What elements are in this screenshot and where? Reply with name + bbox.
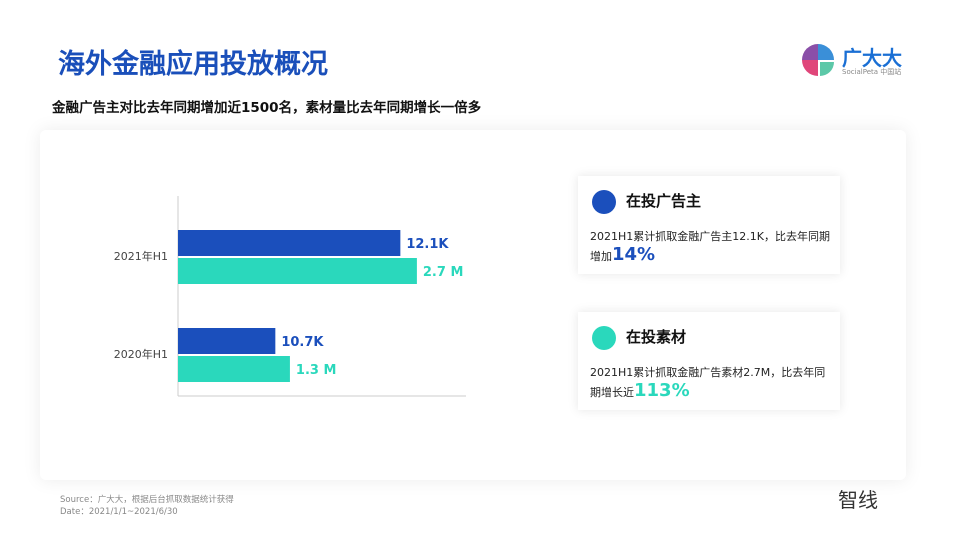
logo: 广大大 SocialPeta 中国站 <box>800 42 940 82</box>
data-label: 10.7K <box>281 335 324 350</box>
data-label: 1.3 M <box>296 363 337 378</box>
circle-icon <box>592 190 616 214</box>
card-text: 2021H1累计抓取金融广告主12.1K，比去年同期增加 <box>590 230 830 263</box>
card-text: 2021H1累计抓取金融广告素材2.7M，比去年同期增长近 <box>590 366 826 399</box>
page-subtitle: 金融广告主对比去年同期增加近1500名，素材量比去年同期增长一倍多 <box>52 100 482 116</box>
card-percent: 14% <box>612 244 656 265</box>
watermark: 智线 <box>838 488 878 512</box>
page-title: 海外金融应用投放概况 <box>58 49 328 80</box>
bar <box>178 230 401 256</box>
card-title: 在投广告主 <box>626 192 702 210</box>
category-label: 2021年H1 <box>114 249 168 263</box>
data-label: 12.1K <box>406 237 449 252</box>
card-percent: 113% <box>634 380 690 401</box>
bar <box>178 258 417 284</box>
bar <box>178 356 290 382</box>
circle-icon <box>592 326 616 350</box>
card-title: 在投素材 <box>626 328 687 346</box>
source-note: Source：广大大，根据后台抓取数据统计获得 Date：2021/1/1~202… <box>60 494 234 518</box>
logo-text: 广大大 <box>842 46 902 70</box>
logo-subtext: SocialPeta 中国站 <box>842 68 902 76</box>
category-label: 2020年H1 <box>114 347 168 361</box>
date-text: Date：2021/1/1~2021/6/30 <box>60 507 178 517</box>
card-creatives: 在投素材 2021H1累计抓取金融广告素材2.7M，比去年同期增长近113% <box>578 312 840 410</box>
card-advertisers: 在投广告主 2021H1累计抓取金融广告主12.1K，比去年同期增加14% <box>578 176 840 274</box>
logo-icon <box>802 44 834 76</box>
source-text: Source：广大大，根据后台抓取数据统计获得 <box>60 495 234 505</box>
data-label: 2.7 M <box>423 265 464 280</box>
bar <box>178 328 276 354</box>
